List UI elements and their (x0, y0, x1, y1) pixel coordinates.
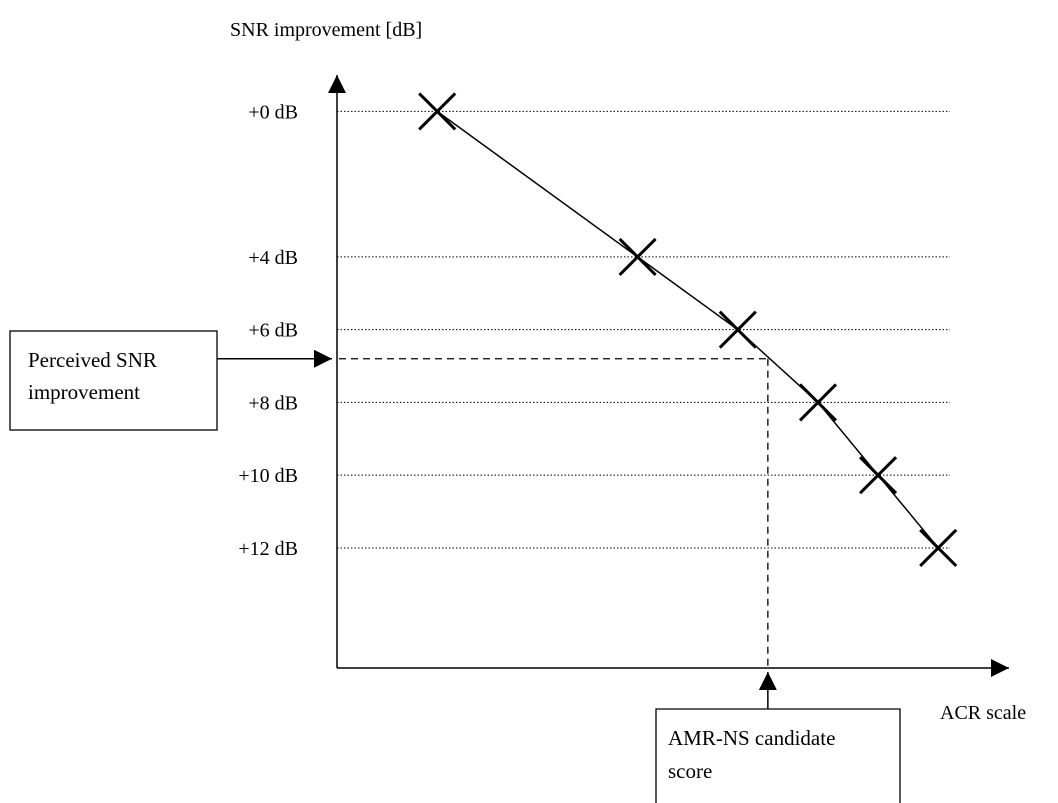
x-axis-title: ACR scale (940, 702, 1026, 724)
data-point-marker (418, 92, 457, 131)
y-tick-label: +12 dB (238, 538, 298, 560)
candidate-score-line1: AMR-NS candidate (668, 726, 835, 750)
perceived-snr-box (9, 330, 218, 431)
y-tick-label: +4 dB (248, 247, 298, 269)
data-point-marker (798, 383, 838, 422)
marker-stroke (718, 310, 757, 349)
data-point-marker (718, 310, 757, 349)
perceived-snr-annotation: Perceived SNR improvement (9, 330, 332, 431)
marker-stroke (798, 383, 838, 422)
marker-stroke (418, 92, 457, 131)
data-point-marker (919, 528, 958, 568)
y-tick-label: +8 dB (248, 392, 298, 414)
candidate-score-line2: score (668, 759, 712, 783)
y-tick-label: +10 dB (238, 465, 298, 487)
perceived-snr-line2: improvement (28, 380, 140, 404)
y-tick-label: +0 dB (248, 101, 298, 123)
marker-stroke (919, 528, 958, 568)
gridlines (337, 110, 950, 549)
marker-stroke (618, 237, 657, 276)
y-tick-label: +6 dB (248, 320, 298, 342)
reading-guides (339, 358, 769, 668)
marker-stroke (859, 456, 898, 495)
y-tick-labels: +0 dB +4 dB +6 dB +8 dB +10 dB +12 dB (238, 101, 298, 560)
data-series (418, 92, 958, 568)
data-point-marker (618, 237, 657, 276)
data-point-marker (859, 456, 898, 495)
candidate-score-box (655, 708, 901, 803)
y-axis-title: SNR improvement [dB] (230, 19, 422, 41)
perceived-snr-line1: Perceived SNR (28, 348, 157, 372)
candidate-score-annotation: AMR-NS candidate score (655, 672, 901, 803)
